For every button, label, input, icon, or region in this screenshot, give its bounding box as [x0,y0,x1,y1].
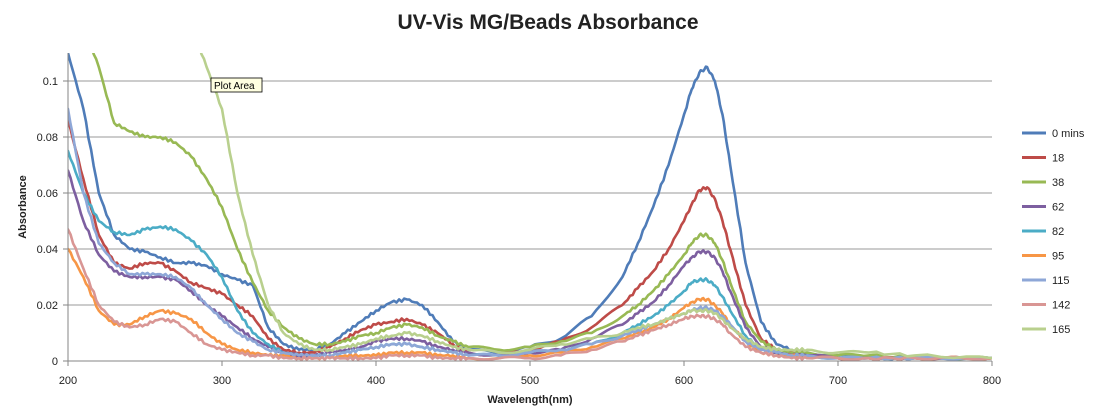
x-tick-label: 400 [367,375,385,387]
x-tick-label: 300 [213,375,231,387]
y-tick-label: 0.1 [43,76,58,88]
tooltip-text: Plot Area [214,81,255,92]
legend-label: 82 [1052,226,1064,238]
series-line-2 [68,118,992,361]
series-line-3 [92,53,992,361]
x-axis-label: Wavelength(nm) [487,394,572,406]
y-axis-label: Absorbance [17,175,29,239]
tooltip-box [210,77,263,93]
plot-area-tooltip: Plot Area [210,77,263,93]
legend-label: 95 [1052,251,1064,263]
legend-label: 142 [1052,300,1070,312]
gridlines [68,80,992,306]
legend-label: 165 [1052,324,1070,336]
y-tick-label: 0.06 [37,188,58,200]
legend-label: 18 [1052,153,1064,165]
y-tick-label: 0.02 [37,300,58,312]
plot-area[interactable] [68,0,992,361]
series-line-5 [68,149,992,361]
x-tick-label: 500 [521,375,539,387]
series-line-8 [68,228,992,361]
y-tick-label: 0 [52,356,58,368]
chart-title: UV-Vis MG/Beads Absorbance [397,11,698,34]
x-tick-label: 600 [675,375,693,387]
legend: 0 mins 18 38 62 82 95 115 142 165 [1022,128,1085,336]
y-tick-label: 0.08 [37,132,58,144]
legend-label: 0 mins [1052,128,1085,140]
series-line-7 [68,107,992,361]
x-tick-label: 800 [983,375,1001,387]
series-line-1 [68,53,992,361]
y-tick-label: 0.04 [37,244,58,256]
y-axis-ticks: 0 0.02 0.04 0.06 0.08 0.1 [37,76,68,368]
legend-label: 62 [1052,202,1064,214]
legend-label: 38 [1052,177,1064,189]
legend-label: 115 [1052,275,1070,287]
x-axis-ticks: 200 300 400 500 600 700 800 [59,361,1001,387]
series-line-9 [199,53,992,360]
x-tick-label: 200 [59,375,77,387]
x-tick-label: 700 [829,375,847,387]
